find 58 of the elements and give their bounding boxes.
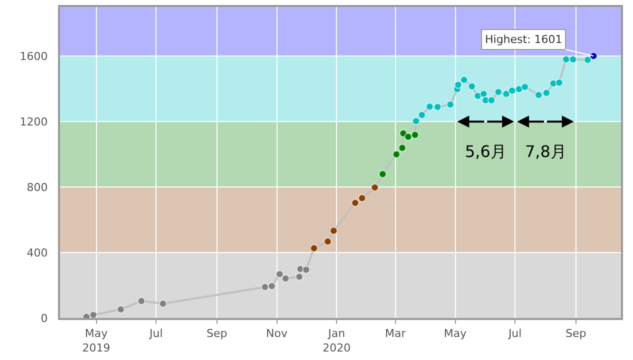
point [412, 117, 420, 126]
point [276, 270, 284, 278]
point [454, 80, 462, 89]
point [426, 102, 434, 111]
point [324, 238, 332, 246]
point [446, 100, 454, 109]
point [502, 90, 510, 98]
point [542, 88, 550, 97]
point [480, 90, 488, 98]
point [411, 130, 420, 139]
point [392, 150, 400, 158]
y-tick-label: 0 [40, 312, 48, 325]
annotation: 5,6月 [465, 142, 506, 161]
x-tick-label: Jul [148, 327, 163, 340]
point [418, 111, 426, 120]
point [158, 300, 167, 308]
point [508, 86, 516, 95]
point [268, 282, 276, 290]
point [404, 132, 412, 141]
point [460, 76, 468, 84]
point [282, 274, 290, 283]
point [555, 78, 564, 87]
annotation: 7,8月 [525, 142, 566, 161]
point [378, 170, 387, 178]
point [584, 56, 592, 64]
point [358, 194, 366, 202]
y-tick-label: 1600 [20, 50, 48, 63]
x-tick-label: May 2019 [82, 327, 110, 354]
point [137, 296, 146, 305]
x-tick-label: Mar [385, 327, 406, 340]
point [494, 88, 502, 96]
x-tick-label: May [444, 327, 468, 340]
y-tick-label: 800 [26, 180, 48, 194]
point [302, 266, 310, 274]
x-tick-label: Nov [266, 327, 288, 340]
point [534, 91, 543, 100]
point [488, 96, 496, 104]
point [562, 55, 570, 64]
point [89, 310, 98, 318]
x-tick-label: Jan 2020 [322, 327, 351, 354]
point [260, 283, 269, 292]
y-tick-label: 1200 [20, 115, 48, 128]
point [568, 55, 577, 64]
x-tick-label: Jul [507, 327, 522, 340]
point [330, 226, 338, 235]
point [116, 305, 125, 314]
annotation: Highest: 1601 [485, 33, 562, 46]
point [370, 184, 379, 192]
x-tick-label: Sep [206, 327, 228, 340]
point [295, 272, 304, 281]
point [310, 244, 318, 252]
point [398, 144, 406, 152]
y-tick-label: 400 [26, 246, 48, 260]
point [434, 103, 442, 112]
point [351, 198, 360, 207]
point [468, 82, 476, 90]
x-tick-label: Sep [566, 327, 586, 340]
point [520, 82, 529, 91]
